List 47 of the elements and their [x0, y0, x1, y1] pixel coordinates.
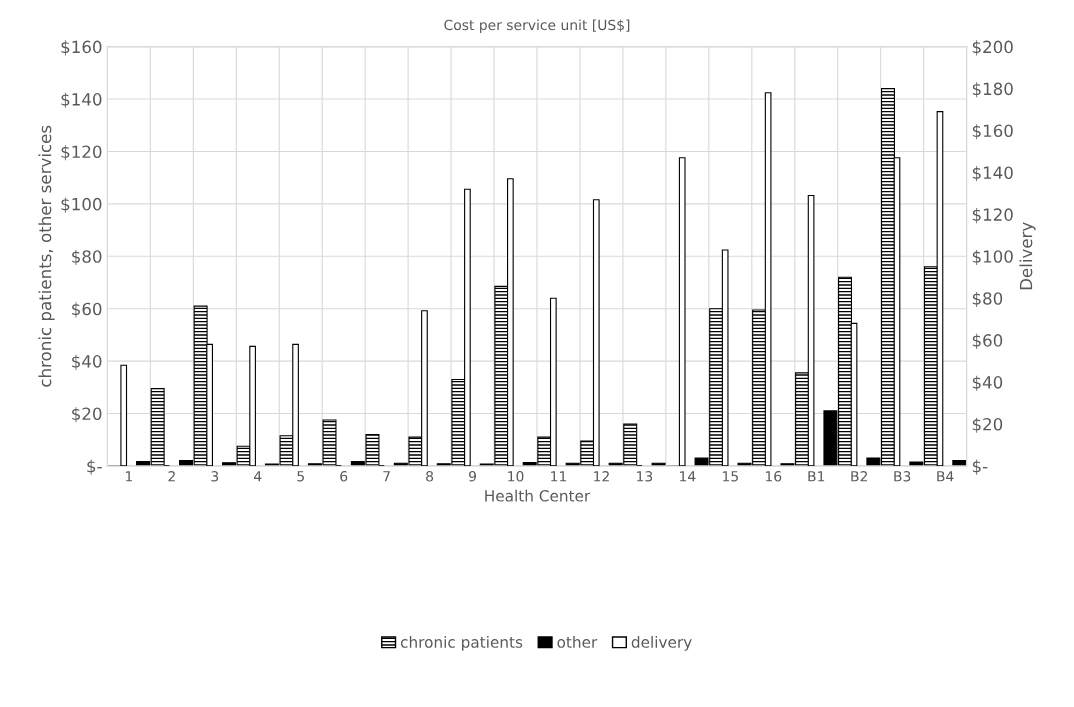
x-tick-label: 10	[508, 471, 524, 482]
y2-axis-title: Delivery	[1019, 222, 1036, 290]
y2-tick-label: $100	[972, 249, 1013, 266]
legend-label: other	[557, 636, 598, 648]
y2-tick-label: $120	[972, 208, 1013, 224]
x-tick-label: 2	[168, 471, 175, 482]
x-tick-label: 6	[340, 471, 348, 482]
x-tick-label: B1	[808, 471, 825, 482]
legend-label: delivery	[631, 636, 692, 651]
y2-tick-label: $20	[972, 417, 1003, 433]
x-tick-label: 12	[594, 471, 609, 482]
y2-tick-label: $60	[972, 333, 1003, 349]
x-tick-label: 13	[637, 471, 653, 482]
x-tick-label: 11	[551, 471, 567, 482]
y-tick-label: $120	[61, 145, 102, 161]
x-tick-label: 4	[254, 471, 262, 482]
y-tick-label: $40	[72, 354, 102, 370]
x-tick-label: B3	[894, 471, 911, 482]
y2-tick-label: $-	[972, 459, 988, 475]
chart-title: Cost per service unit [US$]	[444, 19, 630, 33]
y2-tick-label: $160	[972, 124, 1013, 140]
x-tick-label: 5	[297, 471, 304, 482]
y-tick-label: $80	[72, 249, 102, 266]
x-tick-label: 15	[723, 471, 738, 482]
x-tick-label: 8	[426, 471, 434, 482]
y2-tick-label: $140	[972, 166, 1013, 182]
y-tick-label: $-	[87, 459, 102, 475]
x-tick-label: B4	[937, 471, 954, 482]
y-tick-label: $20	[72, 407, 102, 423]
y2-tick-label: $40	[972, 375, 1003, 391]
y-tick-label: $160	[61, 40, 102, 56]
x-tick-label: 9	[469, 471, 476, 482]
y2-tick-label: $200	[972, 40, 1013, 56]
x-tick-label: 3	[211, 471, 219, 482]
x-axis-title: Health Center	[485, 489, 591, 502]
x-tick-label: 14	[680, 471, 696, 482]
y-tick-label: $100	[61, 197, 102, 213]
y-tick-label: $60	[72, 302, 102, 318]
y-tick-label: $140	[61, 92, 102, 108]
y-axis-title: chronic patients, other services	[38, 125, 55, 387]
x-tick-label: B2	[851, 471, 867, 482]
y2-tick-label: $80	[972, 291, 1003, 307]
x-tick-label: 16	[765, 471, 782, 482]
legend-label: chronic patients	[400, 636, 523, 651]
x-tick-label: 1	[125, 471, 133, 482]
x-tick-label: 7	[383, 471, 390, 482]
y2-tick-label: $180	[972, 82, 1013, 98]
